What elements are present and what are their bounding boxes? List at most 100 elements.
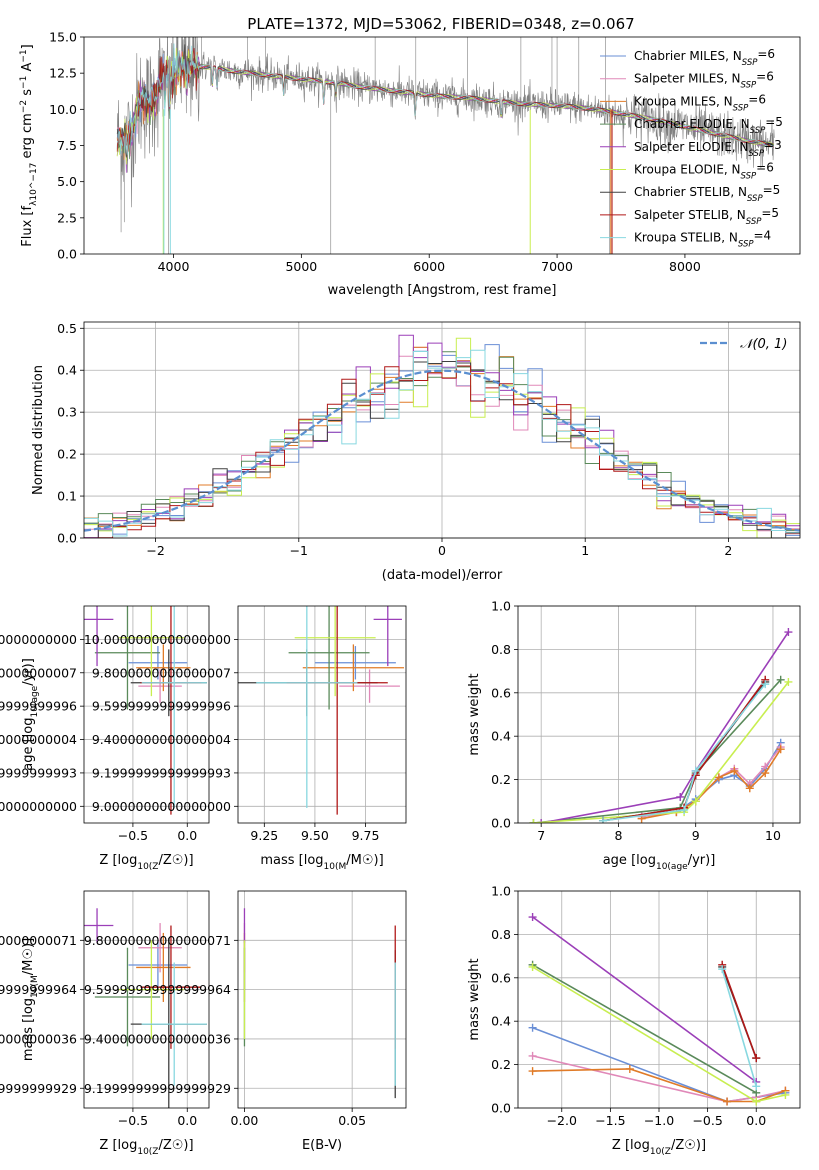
data-point xyxy=(598,816,607,823)
plot-area xyxy=(116,37,775,254)
errorbar-point xyxy=(141,962,207,1086)
plot-area xyxy=(84,334,800,538)
x-axis-label: Z [log10(Z/Z☉)] xyxy=(612,1138,706,1157)
plot-area xyxy=(528,913,790,1106)
y-tick-label: 9.80000000000000071 xyxy=(0,933,77,948)
x-tick-label: 5000 xyxy=(285,259,317,274)
series-line xyxy=(598,680,770,823)
axes-frame xyxy=(83,605,210,824)
errorbar-point xyxy=(84,606,114,667)
y-tick-label: 9.1999999999999993 xyxy=(0,765,77,780)
data-point xyxy=(676,792,685,801)
x-axis-label: age [log10(age/yr)] xyxy=(603,853,716,872)
errorbar-point xyxy=(288,606,370,710)
y-tick-label: 0.2 xyxy=(57,447,77,462)
data-point xyxy=(691,797,700,806)
x-tick-label: −1.0 xyxy=(644,1113,674,1128)
data-point xyxy=(528,1051,537,1060)
x-tick-label: −2 xyxy=(146,543,164,558)
series-line xyxy=(528,962,790,1106)
y-axis-label: mass weight xyxy=(467,958,482,1040)
x-tick-label: 9 xyxy=(692,828,700,843)
errorbar-point xyxy=(138,923,182,973)
y-tick-label: 9.8000000000000007 xyxy=(0,665,77,680)
data-point xyxy=(691,766,700,775)
y-tick-label: 9.0000000000000000 xyxy=(92,799,231,814)
x-tick-label: −1.5 xyxy=(595,1113,625,1128)
data-point xyxy=(528,1023,537,1032)
y-tick-label: 9.40000000000000036 xyxy=(84,1031,231,1046)
legend-label: 𝒩(0, 1) xyxy=(740,337,787,352)
data-point xyxy=(680,805,689,814)
x-axis-label: Z [log10(Z/Z☉)] xyxy=(99,853,193,872)
y-tick-label: 9.5999999999999996 xyxy=(0,699,77,714)
x-tick-label: 0.05 xyxy=(338,1113,366,1128)
y-tick-label: 9.80000000000000071 xyxy=(84,933,231,948)
y-tick-label: 0.6 xyxy=(491,685,511,700)
x-tick-label: 10 xyxy=(765,828,781,843)
y-tick-label: 10.0000000000000000 xyxy=(0,632,77,647)
series-line xyxy=(528,913,761,1086)
data-point xyxy=(528,1067,537,1076)
errorbar-point xyxy=(118,940,184,1039)
plot-area xyxy=(529,628,793,823)
data-point xyxy=(776,675,785,684)
series-line xyxy=(718,965,761,1091)
chart-mass_weight_vs_Z: −2.0 −1.5 −1.0 −0.5 0.0 0.0 0.2 0.4 0.6 0.8 1.0 Z [… xyxy=(467,884,801,1157)
x-tick-label: 7000 xyxy=(541,259,573,274)
data-point xyxy=(752,1097,761,1106)
x-tick-label: 9.75 xyxy=(352,828,380,843)
residual-histogram xyxy=(84,361,800,538)
gaussian-curve xyxy=(84,369,800,532)
legend-label: Salpeter ELODIE, NSSP=3 xyxy=(634,138,782,159)
axes-frame xyxy=(517,605,801,824)
errorbar-point xyxy=(302,644,404,692)
data-point xyxy=(784,628,793,637)
legend-label: Chabrier STELIB, NSSP=5 xyxy=(634,183,780,204)
observed-spectrum xyxy=(116,37,775,208)
x-tick-label: −0.5 xyxy=(692,1113,722,1128)
plot-area xyxy=(243,908,396,1099)
y-tick-label: 9.59999999999999964 xyxy=(84,982,231,997)
y-tick-label: 0.2 xyxy=(491,1057,511,1072)
data-point xyxy=(784,677,793,686)
data-point xyxy=(528,913,537,922)
y-tick-label: 0.8 xyxy=(491,927,511,942)
residual-histogram xyxy=(84,334,800,538)
x-tick-label: −0.5 xyxy=(118,1113,148,1128)
errorbar-point xyxy=(140,925,202,1049)
axes-frame xyxy=(517,890,801,1109)
legend-label: Kroupa ELODIE, NSSP=6 xyxy=(634,161,774,182)
x-tick-label: 8000 xyxy=(669,259,701,274)
chart-residuals: −2 −1 0 1 2 0.0 0.1 0.2 0.3 0.4 0.5 (data-model)/er… xyxy=(31,321,801,583)
chart-mass_weight_vs_age: 7 8 9 10 0.0 0.2 0.4 0.6 0.8 1.0 age [log10(age/yr… xyxy=(467,599,801,872)
x-tick-label: 8 xyxy=(614,828,622,843)
data-point xyxy=(761,769,770,778)
x-axis-label: E(B-V) xyxy=(302,1138,342,1153)
y-tick-label: 9.1999999999999993 xyxy=(92,765,231,780)
residual-histogram xyxy=(84,365,800,538)
y-tick-label: 0.0 xyxy=(57,247,77,262)
data-point xyxy=(625,1064,634,1073)
legend-label: Kroupa STELIB, NSSP=4 xyxy=(634,229,771,250)
x-tick-label: −1 xyxy=(290,543,308,558)
errorbar-point xyxy=(141,606,207,808)
y-tick-label: 9.5999999999999996 xyxy=(92,699,231,714)
y-tick-label: 0.4 xyxy=(57,363,77,378)
plot-area xyxy=(238,606,404,815)
y-tick-label: 9.8000000000000007 xyxy=(92,665,231,680)
errorbar-point xyxy=(84,908,114,943)
y-axis-label: mass [log10(M/M☉)] xyxy=(21,938,40,1061)
axes-frame xyxy=(237,890,407,1109)
x-axis-label: wavelength [Angstrom, rest frame] xyxy=(328,283,557,298)
x-axis-label: mass [log10(M/M☉)] xyxy=(260,853,383,872)
y-tick-label: 9.40000000000000036 xyxy=(0,1031,77,1046)
y-tick-label: 9.0000000000000000 xyxy=(0,799,77,814)
errorbar-point xyxy=(136,932,191,1002)
y-tick-label: 0.2 xyxy=(491,772,511,787)
y-tick-label: 15.0 xyxy=(49,30,77,45)
errorbar-point xyxy=(256,606,358,808)
axes-frame xyxy=(83,36,801,255)
data-point xyxy=(718,965,727,974)
